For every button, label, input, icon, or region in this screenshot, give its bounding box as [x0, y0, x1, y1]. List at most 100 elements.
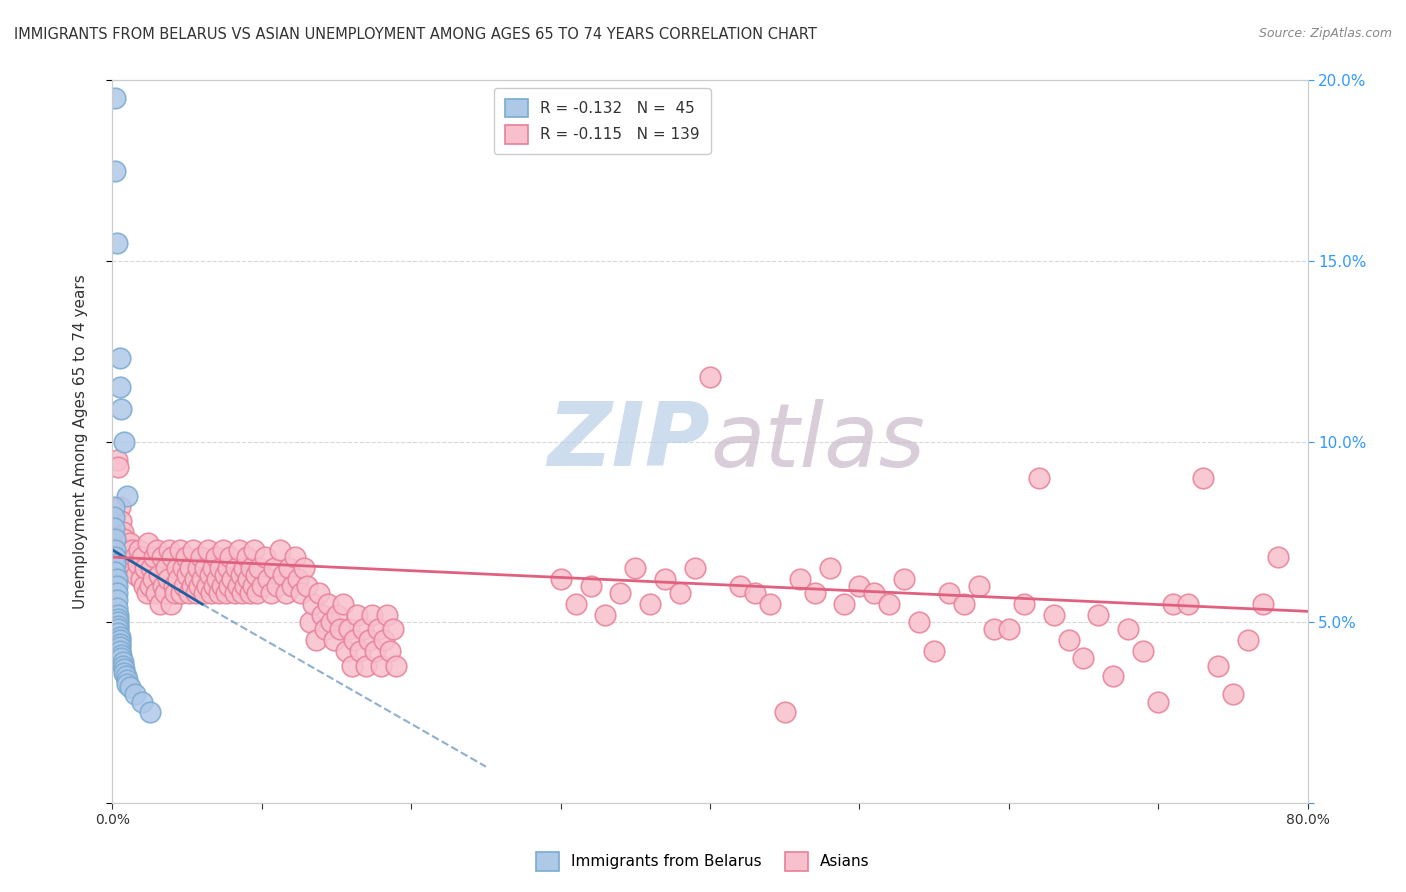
Point — [1267, 550, 1289, 565]
Point — [250, 579, 273, 593]
Point — [209, 561, 232, 575]
Point — [1042, 607, 1064, 622]
Point — [138, 535, 160, 549]
Point — [967, 579, 990, 593]
Point — [107, 459, 129, 474]
Point — [114, 532, 135, 546]
Point — [893, 572, 915, 586]
Point — [105, 452, 128, 467]
Point — [165, 586, 187, 600]
Text: Source: ZipAtlas.com: Source: ZipAtlas.com — [1258, 27, 1392, 40]
Point — [953, 597, 976, 611]
Point — [1012, 597, 1035, 611]
Point — [1102, 669, 1125, 683]
Point — [174, 550, 197, 565]
Point — [319, 615, 342, 630]
Point — [908, 615, 931, 630]
Point — [134, 561, 156, 575]
Point — [564, 597, 586, 611]
Point — [202, 579, 225, 593]
Point — [367, 623, 389, 637]
Point — [382, 623, 405, 637]
Point — [221, 572, 243, 586]
Point — [114, 665, 135, 680]
Point — [198, 568, 221, 582]
Point — [122, 561, 145, 575]
Point — [104, 550, 127, 565]
Point — [139, 706, 162, 720]
Point — [373, 633, 395, 648]
Point — [207, 586, 229, 600]
Point — [325, 607, 347, 622]
Point — [120, 680, 142, 694]
Point — [118, 550, 141, 565]
Point — [215, 586, 238, 600]
Point — [624, 561, 647, 575]
Point — [364, 644, 387, 658]
Point — [217, 561, 239, 575]
Point — [108, 630, 131, 644]
Point — [108, 637, 131, 651]
Point — [159, 597, 181, 611]
Y-axis label: Unemployment Among Ages 65 to 74 years: Unemployment Among Ages 65 to 74 years — [73, 274, 89, 609]
Point — [274, 586, 297, 600]
Point — [803, 586, 825, 600]
Point — [239, 586, 262, 600]
Point — [103, 510, 125, 524]
Point — [271, 568, 294, 582]
Point — [107, 611, 129, 625]
Point — [1222, 687, 1244, 701]
Point — [143, 550, 166, 565]
Point — [135, 586, 157, 600]
Point — [879, 597, 901, 611]
Point — [117, 542, 139, 557]
Point — [117, 673, 139, 687]
Point — [361, 607, 384, 622]
Point — [1206, 658, 1229, 673]
Point — [305, 633, 328, 648]
Point — [235, 579, 257, 593]
Point — [124, 550, 146, 565]
Point — [669, 586, 692, 600]
Point — [281, 579, 304, 593]
Point — [110, 651, 132, 665]
Point — [370, 658, 392, 673]
Point — [117, 676, 139, 690]
Point — [699, 369, 721, 384]
Point — [238, 572, 260, 586]
Point — [609, 586, 631, 600]
Point — [246, 586, 269, 600]
Point — [131, 695, 153, 709]
Point — [104, 565, 127, 579]
Point — [107, 626, 129, 640]
Point — [253, 550, 276, 565]
Point — [177, 586, 200, 600]
Point — [231, 586, 253, 600]
Legend: Immigrants from Belarus, Asians: Immigrants from Belarus, Asians — [527, 843, 879, 880]
Point — [108, 633, 131, 648]
Point — [172, 561, 194, 575]
Point — [169, 542, 191, 557]
Point — [224, 586, 246, 600]
Point — [193, 586, 215, 600]
Point — [108, 640, 131, 655]
Point — [654, 572, 676, 586]
Point — [200, 586, 222, 600]
Point — [343, 633, 366, 648]
Point — [595, 607, 617, 622]
Point — [157, 542, 180, 557]
Point — [284, 550, 307, 565]
Point — [105, 579, 128, 593]
Point — [129, 572, 152, 586]
Point — [155, 561, 177, 575]
Point — [188, 579, 211, 593]
Point — [759, 597, 782, 611]
Point — [166, 561, 188, 575]
Point — [242, 579, 264, 593]
Point — [108, 500, 131, 514]
Point — [104, 558, 127, 572]
Point — [240, 561, 263, 575]
Point — [205, 572, 228, 586]
Legend: R = -0.132   N =  45, R = -0.115   N = 139: R = -0.132 N = 45, R = -0.115 N = 139 — [495, 88, 710, 154]
Point — [124, 687, 146, 701]
